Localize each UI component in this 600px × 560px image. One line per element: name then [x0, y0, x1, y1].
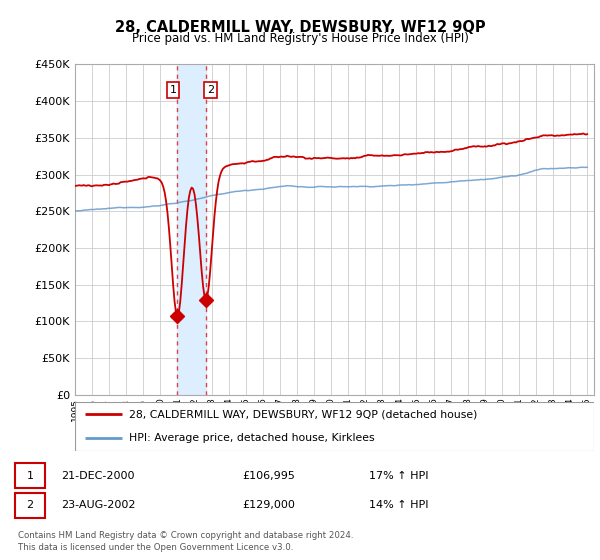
- Text: 2: 2: [26, 500, 34, 510]
- Text: £106,995: £106,995: [242, 471, 295, 480]
- FancyBboxPatch shape: [75, 402, 594, 451]
- Bar: [178, 64, 206, 395]
- Bar: [15, 464, 45, 488]
- Text: 1: 1: [170, 85, 176, 95]
- Bar: [15, 493, 45, 517]
- Text: 14% ↑ HPI: 14% ↑ HPI: [369, 500, 428, 510]
- Text: 23-AUG-2002: 23-AUG-2002: [61, 500, 136, 510]
- Text: HPI: Average price, detached house, Kirklees: HPI: Average price, detached house, Kirk…: [130, 433, 375, 443]
- Text: 21-DEC-2000: 21-DEC-2000: [61, 471, 134, 480]
- Text: Price paid vs. HM Land Registry's House Price Index (HPI): Price paid vs. HM Land Registry's House …: [131, 32, 469, 45]
- Text: 17% ↑ HPI: 17% ↑ HPI: [369, 471, 428, 480]
- Text: 1: 1: [26, 471, 34, 480]
- Text: Contains HM Land Registry data © Crown copyright and database right 2024.
This d: Contains HM Land Registry data © Crown c…: [18, 531, 353, 552]
- Text: 2: 2: [206, 85, 214, 95]
- Text: 28, CALDERMILL WAY, DEWSBURY, WF12 9QP (detached house): 28, CALDERMILL WAY, DEWSBURY, WF12 9QP (…: [130, 409, 478, 419]
- Text: 28, CALDERMILL WAY, DEWSBURY, WF12 9QP: 28, CALDERMILL WAY, DEWSBURY, WF12 9QP: [115, 20, 485, 35]
- Text: £129,000: £129,000: [242, 500, 295, 510]
